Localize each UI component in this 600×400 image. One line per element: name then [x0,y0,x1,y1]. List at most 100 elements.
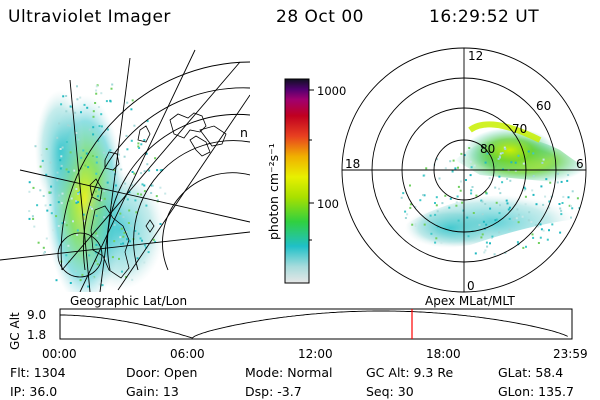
speckle-dot [143,184,146,187]
speckle-dot [508,217,511,220]
speckle-dot [571,190,574,193]
speckle-dot [473,164,476,167]
speckle-dot [436,225,439,228]
speckle-dot [125,276,128,278]
speckle-dot [124,182,127,185]
speckle-dot [102,271,105,274]
speckle-dot [131,99,134,102]
speckle-dot [494,186,497,189]
speckle-dot [504,251,507,254]
speckle-dot [122,216,125,218]
speckle-dot [65,95,68,97]
speckle-dot [59,148,62,150]
mlt-label-12: 12 [468,49,483,63]
speckle-dot [143,139,146,142]
speckle-dot [478,223,481,226]
speckle-dot [100,249,103,252]
speckle-dot [474,252,477,255]
speckle-dot [133,172,136,175]
speckle-dot [429,214,432,217]
speckle-dot [106,128,109,131]
speckle-dot [489,242,491,245]
speckle-dot [92,126,95,129]
speckle-dot [452,159,455,162]
speckle-dot [138,147,141,149]
info-sequence: Seq: 30 [366,384,414,399]
speckle-dot [422,194,425,196]
speckle-dot [72,220,74,223]
speckle-dot [67,170,70,173]
speckle-dot [102,257,105,260]
speckle-dot [104,257,107,260]
speckle-dot [41,159,44,162]
timeline-xtick-2359: 23:59 [553,347,588,361]
speckle-dot [73,169,76,172]
speckle-dot [55,279,58,282]
speckle-dot [402,192,405,195]
speckle-dot [113,169,116,172]
speckle-dot [569,205,572,207]
speckle-dot [157,199,159,202]
speckle-dot [61,192,64,195]
speckle-dot [86,106,89,109]
map-projection-label: n [240,125,248,140]
speckle-dot [45,173,48,176]
speckle-dot [542,203,545,206]
speckle-dot [79,279,82,282]
speckle-dot [106,181,109,184]
speckle-dot [514,161,517,164]
speckle-dot [100,199,103,202]
speckle-dot [130,139,133,142]
speckle-dot [92,276,95,279]
speckle-dot [46,209,49,212]
speckle-dot [481,213,484,216]
speckle-dot [449,197,452,200]
speckle-dot [532,152,535,155]
speckle-dot [109,99,112,102]
speckle-dot [75,201,78,204]
speckle-dot [469,160,472,163]
mlt-label-6: 6 [576,157,584,171]
info-glon: GLon: 135.7 [498,384,574,399]
speckle-dot [80,156,83,159]
speckle-dot [42,252,45,255]
speckle-dot [455,201,458,204]
speckle-dot [87,166,90,169]
speckle-dot [123,231,126,234]
speckle-dot [28,217,31,220]
speckle-dot [58,122,61,125]
speckle-dot [146,163,149,166]
speckle-dot [45,237,48,240]
speckle-dot [143,261,146,264]
speckle-dot [548,200,551,203]
speckle-dot [77,193,80,195]
speckle-dot [108,150,111,153]
speckle-dot [128,266,131,269]
speckle-dot [44,204,47,207]
speckle-dot [28,181,31,184]
speckle-dot [468,147,471,149]
speckle-dot [571,207,574,210]
speckle-dot [513,217,516,220]
speckle-dot [105,100,108,103]
info-ip: IP: 36.0 [10,384,58,399]
speckle-dot [115,171,118,173]
speckle-dot [444,167,447,170]
speckle-dot [126,101,129,104]
speckle-dot [57,201,60,204]
speckle-dot [517,221,520,224]
mlat-label-80: 80 [480,142,495,156]
speckle-dot [470,189,473,192]
speckle-dot [423,223,426,226]
speckle-dot [559,207,562,210]
speckle-dot [485,191,487,194]
speckle-dot [486,152,489,155]
mlat-label-70: 70 [512,122,527,136]
speckle-dot [409,203,412,206]
speckle-dot [549,181,552,184]
speckle-dot [151,184,154,187]
speckle-dot [31,215,34,218]
speckle-dot [152,238,155,241]
speckle-dot [33,225,36,228]
